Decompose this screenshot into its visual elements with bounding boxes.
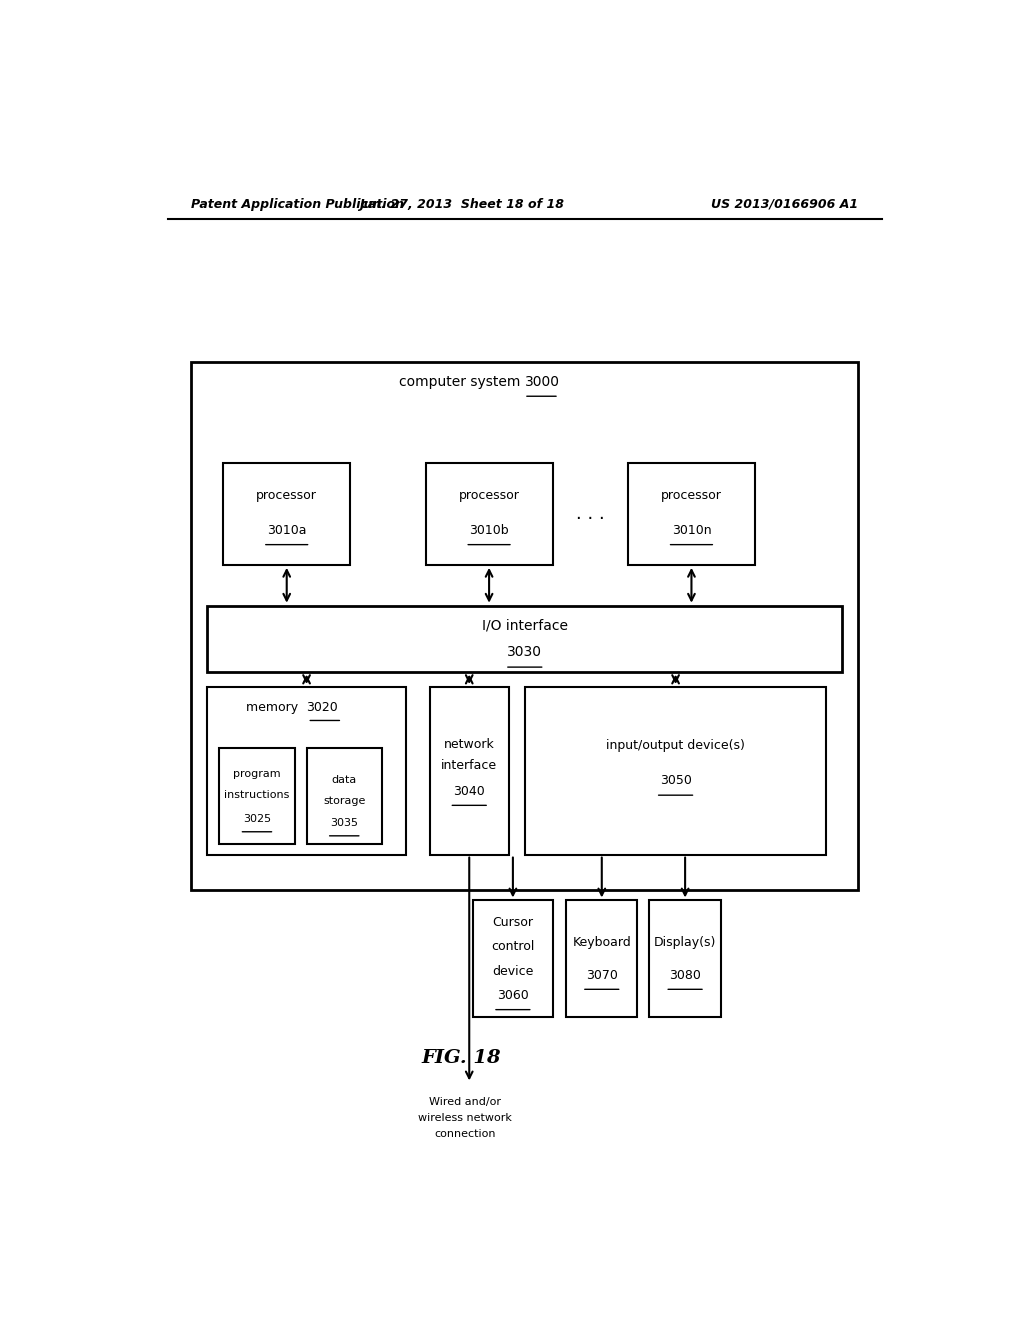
Text: processor: processor [459,490,519,503]
Text: processor: processor [256,490,317,503]
Text: 3060: 3060 [497,989,528,1002]
Bar [306,748,382,845]
Bar [207,606,843,672]
Bar [430,686,509,854]
Text: Cursor: Cursor [493,916,534,929]
Text: Jun. 27, 2013  Sheet 18 of 18: Jun. 27, 2013 Sheet 18 of 18 [358,198,564,211]
Text: processor: processor [662,490,722,503]
Text: data: data [332,775,357,785]
Text: instructions: instructions [224,791,290,800]
Bar [223,463,350,565]
Text: control: control [492,940,535,953]
Text: 3025: 3025 [243,813,271,824]
Text: FIG. 18: FIG. 18 [422,1049,501,1067]
Text: computer system: computer system [399,375,524,389]
Text: . . .: . . . [575,506,604,523]
Text: memory: memory [247,701,306,714]
Text: 3000: 3000 [524,375,560,389]
Bar [524,686,826,854]
Text: Patent Application Publication: Patent Application Publication [191,198,404,211]
Text: input/output device(s): input/output device(s) [606,739,745,752]
Text: 3035: 3035 [331,817,358,828]
Text: 3010b: 3010b [469,524,509,537]
Text: network: network [443,738,495,751]
Bar [219,748,295,845]
Text: 3020: 3020 [306,701,338,714]
Text: 3010n: 3010n [672,524,712,537]
Bar [649,900,721,1018]
Text: connection: connection [434,1129,496,1139]
Text: Display(s): Display(s) [654,936,717,949]
Bar [628,463,755,565]
Text: storage: storage [323,796,366,807]
Text: program: program [233,768,281,779]
Bar [191,362,858,890]
Text: device: device [493,965,534,978]
Text: 3070: 3070 [586,969,617,982]
Text: 3030: 3030 [507,645,543,659]
Text: 3080: 3080 [669,969,701,982]
Bar [426,463,553,565]
Text: US 2013/0166906 A1: US 2013/0166906 A1 [711,198,858,211]
Bar [207,686,406,854]
Text: I/O interface: I/O interface [482,619,567,632]
Text: wireless network: wireless network [419,1113,512,1123]
Bar [473,900,553,1018]
Text: 3050: 3050 [659,775,691,788]
Text: Keyboard: Keyboard [572,936,631,949]
Text: interface: interface [441,759,498,772]
Text: Wired and/or: Wired and/or [429,1097,502,1106]
Bar [566,900,638,1018]
Text: 3010a: 3010a [267,524,306,537]
Text: 3040: 3040 [454,784,485,797]
